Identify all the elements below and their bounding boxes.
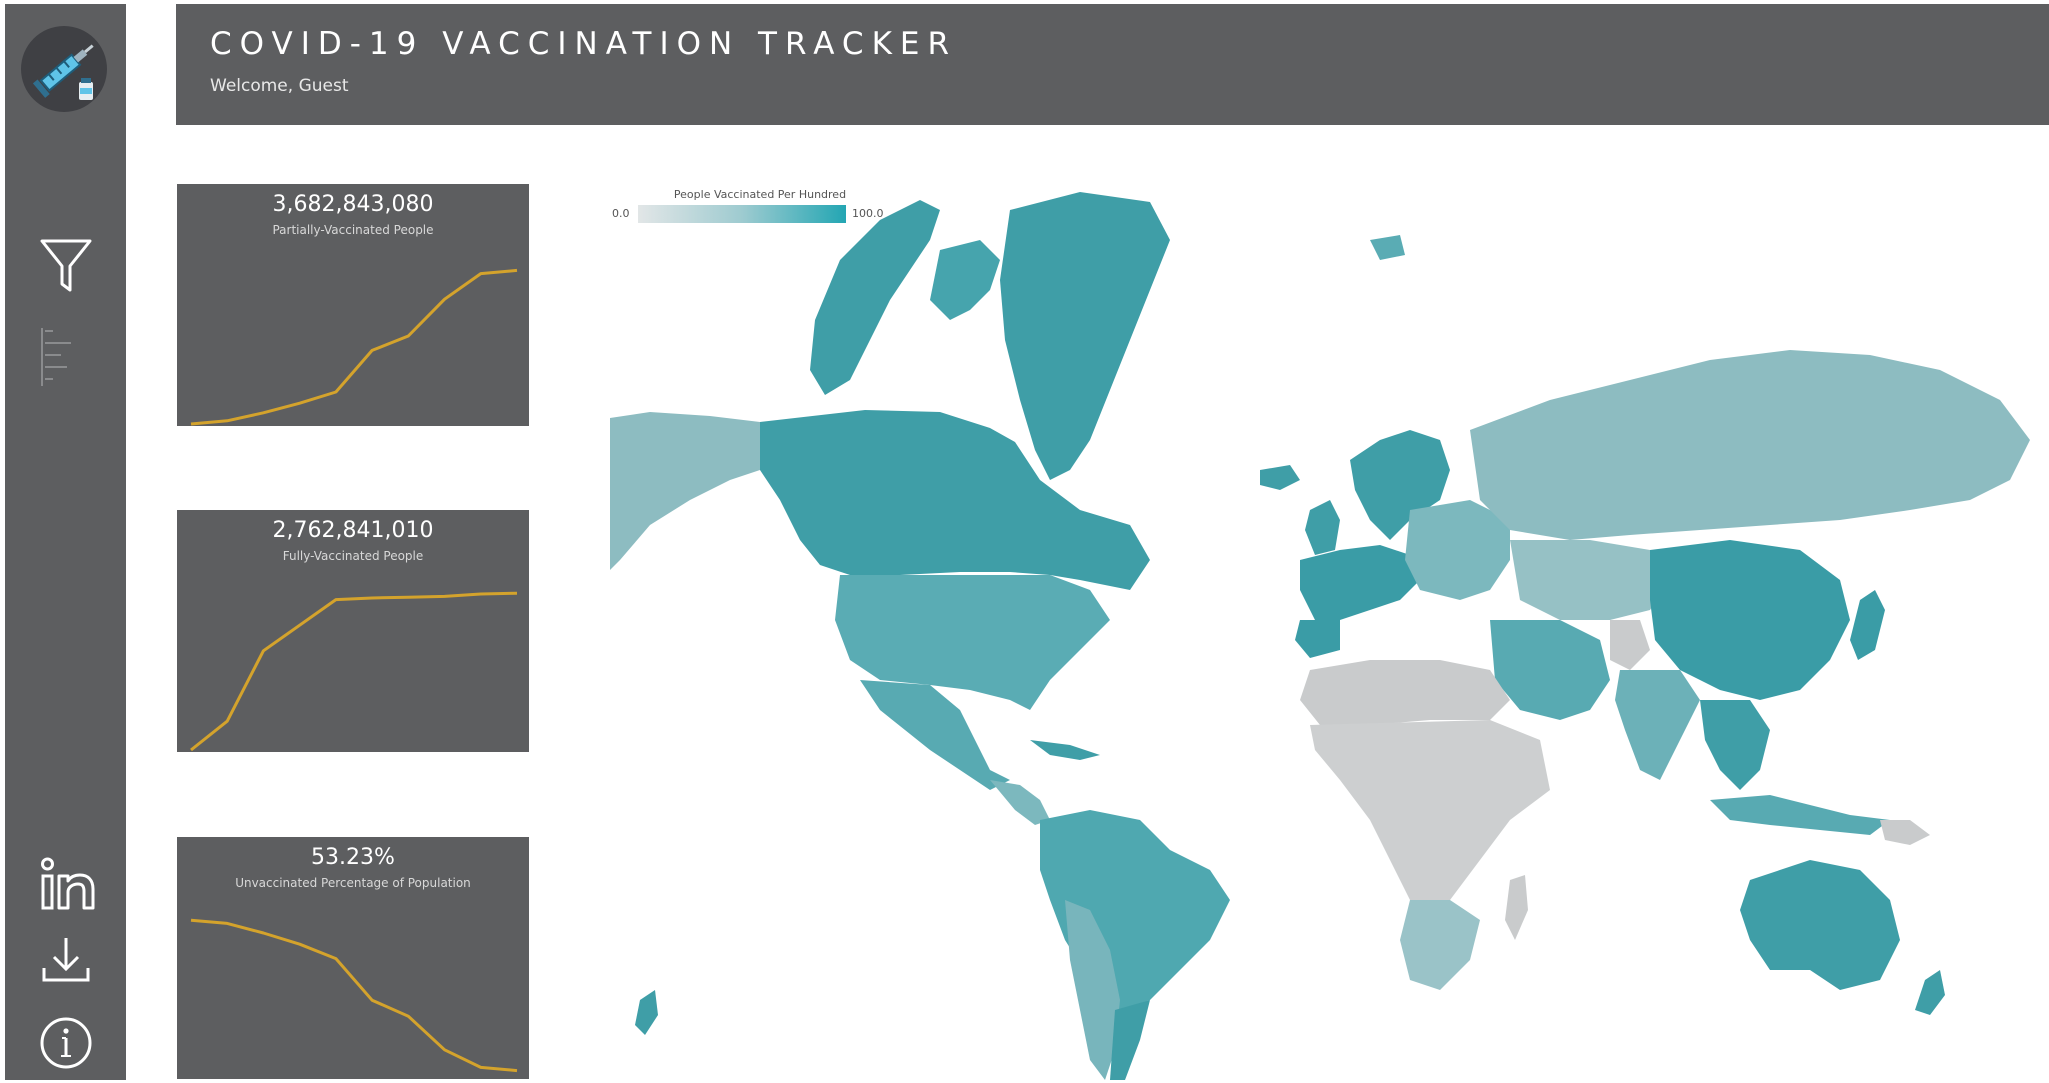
map-region-southern-africa (1400, 900, 1480, 990)
legend-max-value: 100.0 (852, 207, 884, 220)
sparkline-line (190, 268, 518, 426)
map-region-usa (835, 575, 1110, 710)
kpi-value: 2,762,841,010 (272, 518, 434, 543)
kpi-card-fully-vaccinated[interactable]: 2,762,841,010 Fully-Vaccinated People (177, 510, 529, 752)
kpi-label: Unvaccinated Percentage of Population (235, 876, 471, 890)
kpi-label: Fully-Vaccinated People (282, 549, 424, 563)
map-legend: People Vaccinated Per Hundred 0.0 100.0 (612, 186, 892, 230)
page-title: COVID-19 VACCINATION TRACKER (210, 26, 958, 62)
world-vaccination-map[interactable] (610, 180, 2049, 1080)
map-region-western-europe (1300, 545, 1420, 620)
map-region-south-america-andes (1065, 900, 1120, 1080)
map-region-australia (1740, 860, 1900, 990)
sparkline-partially-vaccinated (190, 268, 518, 426)
map-region-new-zealand (1915, 970, 1945, 1015)
map-region-china (1650, 540, 1850, 700)
map-region-india (1615, 670, 1700, 780)
legend-color-scale (638, 205, 846, 223)
sidebar (5, 4, 126, 1080)
map-region-canada (760, 410, 1150, 590)
download-icon[interactable] (41, 936, 91, 986)
legend-min-value: 0.0 (612, 207, 630, 220)
map-region-middle-east (1490, 620, 1610, 720)
map-region-eastern-europe (1405, 500, 1510, 600)
map-region-uk (1305, 500, 1340, 555)
map-region-iceland (1260, 465, 1300, 490)
legend-title: People Vaccinated Per Hundred (673, 188, 847, 201)
map-region-arctic-islands-2 (930, 240, 1000, 320)
map-region-greenland (1000, 192, 1170, 480)
map-region-scandinavia (1350, 430, 1450, 540)
map-region-central-america (990, 780, 1050, 825)
map-region-svalbard (1370, 235, 1405, 260)
welcome-text: Welcome, Guest (210, 76, 349, 96)
bar-chart-icon[interactable] (41, 328, 75, 386)
map-region-alaska (610, 412, 760, 570)
map-region-north-africa (1300, 660, 1510, 725)
kpi-card-partially-vaccinated[interactable]: 3,682,843,080 Partially-Vaccinated Peopl… (177, 184, 529, 426)
map-region-papua (1880, 820, 1930, 845)
map-region-pacific-nz-left (635, 990, 658, 1035)
header-bar: COVID-19 VACCINATION TRACKER Welcome, Gu… (176, 4, 2049, 125)
sparkline-unvaccinated-percentage (190, 918, 518, 1073)
kpi-label: Partially-Vaccinated People (272, 223, 434, 237)
map-region-indonesia (1710, 795, 1890, 835)
map-region-central-africa (1310, 720, 1550, 900)
map-region-arctic-islands (810, 200, 940, 395)
kpi-value: 3,682,843,080 (272, 192, 434, 217)
map-region-japan (1850, 590, 1885, 660)
sparkline-line (190, 591, 518, 752)
map-region-south-america-south (1110, 1000, 1150, 1080)
map-region-afghanistan (1610, 620, 1650, 670)
filter-icon[interactable] (39, 238, 93, 294)
kpi-value: 53.23% (311, 845, 395, 870)
map-region-madagascar (1505, 875, 1528, 940)
map-region-southeast-asia (1700, 700, 1770, 790)
vaccine-syringe-icon[interactable] (21, 26, 107, 112)
kpi-card-unvaccinated-percentage[interactable]: 53.23% Unvaccinated Percentage of Popula… (177, 837, 529, 1079)
map-region-russia (1470, 350, 2030, 540)
linkedin-icon[interactable] (40, 856, 96, 912)
map-region-iberia (1295, 620, 1340, 658)
info-icon[interactable] (39, 1016, 93, 1070)
sparkline-fully-vaccinated (190, 591, 518, 752)
map-region-central-asia (1510, 540, 1670, 620)
sparkline-line (190, 918, 518, 1073)
map-region-mexico (860, 680, 1010, 790)
map-region-caribbean (1030, 740, 1100, 760)
